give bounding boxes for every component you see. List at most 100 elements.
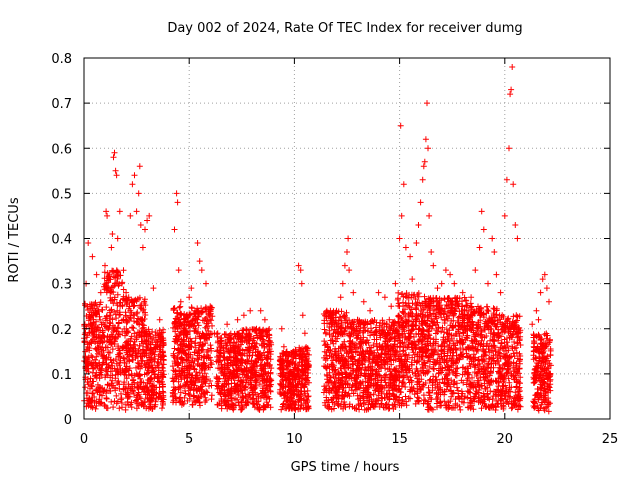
data-point: [287, 387, 294, 394]
data-point: [254, 334, 261, 341]
data-point: [303, 351, 310, 358]
data-point: [209, 313, 216, 320]
data-point: [129, 325, 136, 331]
data-point: [153, 384, 160, 391]
data-point: [215, 365, 222, 372]
data-point: [101, 269, 108, 276]
data-point: [280, 400, 287, 407]
data-point: [176, 367, 183, 374]
data-point: [236, 365, 243, 372]
data-point: [281, 392, 288, 399]
data-point: [240, 379, 247, 386]
data-point: [139, 321, 146, 328]
data-point: [185, 371, 192, 378]
data-point: [504, 369, 511, 376]
data-point: [253, 359, 260, 366]
data-point: [178, 311, 185, 318]
data-point: [133, 370, 140, 377]
data-point: [299, 363, 306, 370]
data-point: [136, 331, 143, 338]
data-point: [414, 394, 421, 401]
data-point: [133, 364, 139, 371]
data-point: [234, 396, 240, 403]
data-point: [187, 328, 193, 335]
data-point: [101, 275, 108, 282]
data-point: [114, 307, 121, 314]
data-point: [155, 393, 162, 400]
data-point: [179, 359, 186, 366]
data-point: [174, 309, 181, 316]
data-point: [136, 320, 142, 327]
data-point: [278, 373, 285, 380]
data-point: [293, 372, 300, 379]
data-point: [188, 381, 195, 388]
data-point: [175, 346, 182, 353]
data-point: [175, 323, 182, 330]
data-point: [181, 382, 188, 389]
data-point: [218, 350, 224, 357]
data-point: [122, 406, 129, 413]
data-point: [247, 394, 254, 401]
data-point: [189, 317, 196, 324]
data-point: [181, 372, 187, 379]
data-point: [110, 404, 117, 411]
data-point: [139, 346, 146, 353]
data-point: [171, 345, 178, 352]
data-point: [132, 397, 139, 404]
data-point: [97, 316, 104, 323]
data-point: [206, 312, 213, 319]
data-point: [236, 346, 243, 353]
data-point: [190, 386, 197, 393]
data-point: [101, 286, 108, 293]
data-point: [200, 332, 207, 339]
data-point: [145, 326, 152, 333]
data-point: [106, 324, 113, 331]
data-point: [304, 377, 311, 384]
data-point: [159, 361, 165, 368]
data-point: [189, 401, 196, 408]
data-point: [137, 365, 144, 372]
data-point: [182, 387, 188, 394]
data-point: [295, 406, 302, 413]
data-point: [125, 346, 132, 353]
data-point: [99, 329, 106, 336]
data-point: [124, 328, 131, 334]
data-point: [95, 308, 102, 315]
data-point: [175, 362, 181, 369]
data-point: [87, 385, 93, 392]
data-point: [177, 356, 184, 363]
data-point: [183, 334, 190, 341]
data-point: [128, 309, 135, 316]
data-point: [253, 376, 260, 383]
data-point: [277, 353, 284, 360]
data-point: [111, 294, 118, 301]
data-point: [258, 333, 265, 340]
data-point: [149, 328, 156, 335]
data-point: [110, 273, 117, 280]
data-point: [172, 386, 178, 393]
data-point: [208, 345, 215, 352]
data-point: [114, 302, 121, 309]
data-point: [170, 352, 177, 359]
data-point: [171, 375, 178, 382]
data-point: [216, 385, 223, 392]
data-point: [194, 305, 201, 312]
data-point: [186, 392, 193, 398]
data-point: [455, 314, 462, 321]
data-point: [137, 383, 143, 390]
data-point: [214, 348, 220, 355]
data-point: [260, 349, 267, 356]
data-point: [160, 396, 167, 403]
data-point: [135, 347, 142, 354]
data-point: [82, 384, 89, 391]
data-point: [231, 402, 238, 409]
data-point: [251, 369, 258, 376]
data-point: [146, 403, 153, 410]
data-point: [513, 344, 520, 351]
data-point: [124, 297, 131, 304]
data-point: [513, 312, 520, 319]
data-point: [195, 328, 202, 335]
data-point: [207, 364, 213, 371]
data-point: [152, 389, 159, 396]
data-point: [253, 382, 259, 389]
